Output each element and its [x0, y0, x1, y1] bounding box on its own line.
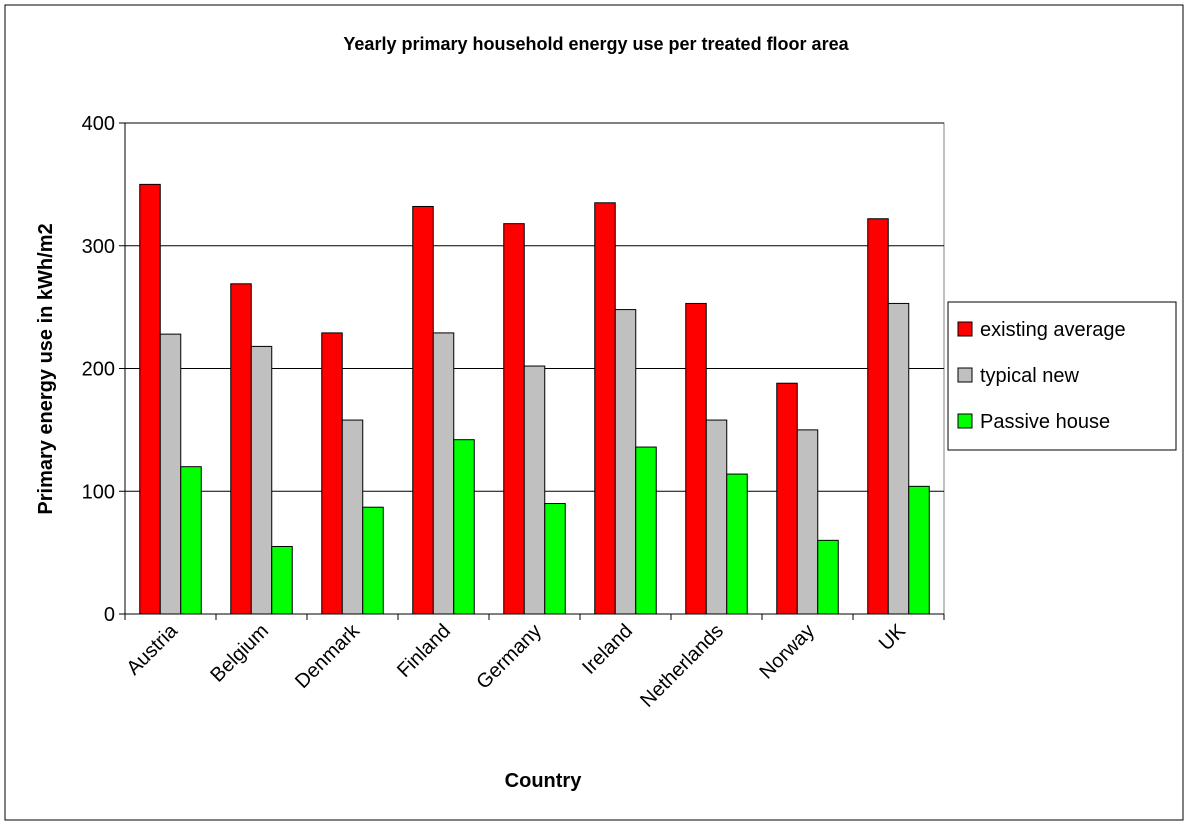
legend-swatch: [957, 413, 973, 429]
chart-title: Yearly primary household energy use per …: [343, 34, 849, 54]
bar: [180, 466, 202, 615]
bar: [867, 218, 889, 615]
y-tick-label: 200: [82, 359, 115, 381]
bar: [503, 223, 525, 615]
x-axis-label: Country: [505, 770, 583, 792]
bar: [230, 283, 252, 615]
bar: [817, 539, 839, 615]
bar: [685, 302, 707, 615]
bar: [250, 345, 273, 615]
bar: [362, 506, 384, 615]
y-tick-label: 100: [82, 481, 115, 503]
legend-box: [947, 301, 1177, 451]
y-tick-label: 300: [82, 236, 115, 258]
bar: [453, 439, 475, 615]
bar: [776, 382, 798, 615]
bar: [705, 419, 728, 615]
bar: [796, 429, 819, 615]
bar: [523, 365, 546, 615]
legend-label: Passive house: [980, 411, 1110, 433]
bar: [614, 309, 637, 615]
y-tick-label: 0: [104, 604, 115, 626]
y-tick-label: 400: [82, 113, 115, 135]
bar: [726, 473, 748, 615]
y-axis-label: Primary energy use in kWh/m2: [35, 223, 57, 514]
bar: [271, 545, 293, 615]
legend-label: typical new: [980, 365, 1079, 387]
bar: [139, 183, 161, 615]
bar: [412, 205, 434, 615]
bar: [635, 446, 657, 615]
legend-swatch: [957, 367, 973, 383]
legend-label: existing average: [980, 319, 1126, 341]
bar: [321, 332, 343, 615]
bar: [544, 503, 566, 615]
bar: [908, 485, 930, 615]
legend-swatch: [957, 321, 973, 337]
bar: [341, 419, 364, 615]
bar: [887, 302, 910, 615]
bar: [432, 332, 455, 615]
bar: [159, 333, 182, 615]
bar: [594, 202, 616, 615]
